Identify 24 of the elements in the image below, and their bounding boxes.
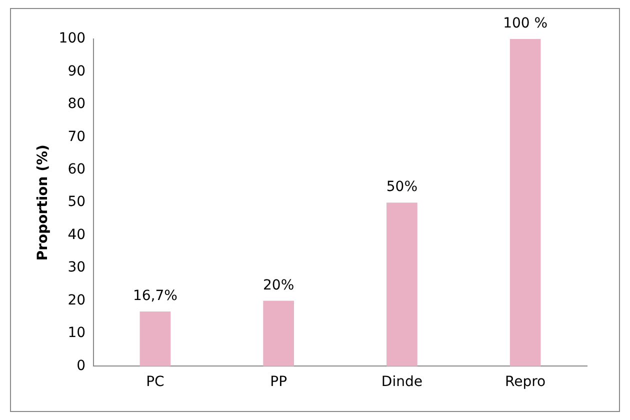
data-label: 16,7%: [132, 288, 178, 304]
y-tick-label: 10: [68, 325, 86, 342]
y-tick-label: 90: [68, 63, 86, 80]
y-tick-label: 40: [68, 226, 86, 243]
x-tick-label: PC: [146, 374, 165, 390]
bar: [386, 202, 418, 366]
y-tick-label: 70: [68, 128, 86, 145]
x-tick-label: Dinde: [381, 374, 422, 390]
x-tick-label: PP: [270, 374, 288, 390]
data-label: 50%: [386, 179, 418, 196]
y-tick-label: 30: [68, 260, 86, 276]
y-axis-title: Proportion (%): [35, 144, 52, 261]
x-tick-label: Repro: [505, 374, 546, 390]
y-tick-label: 100: [58, 30, 86, 47]
y-tick-label: 60: [68, 162, 86, 178]
y-tick-label: 0: [76, 358, 86, 374]
data-label: 100 %: [503, 16, 548, 32]
bar: [263, 300, 294, 366]
data-label: 20%: [263, 277, 294, 294]
bar: [140, 312, 171, 366]
bar: [510, 39, 541, 366]
y-tick-label: 20: [68, 292, 86, 308]
y-tick-label: 50: [68, 194, 86, 210]
y-tick-label: 80: [68, 96, 86, 112]
